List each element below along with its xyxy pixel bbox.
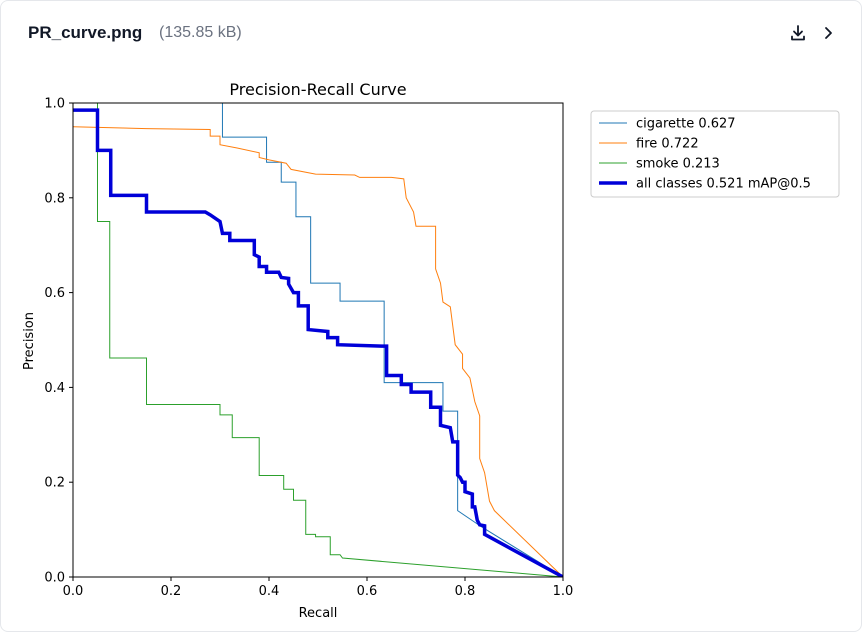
plot-frame xyxy=(72,102,564,578)
x-tick-label: 1.0 xyxy=(553,584,574,599)
download-button[interactable] xyxy=(786,21,810,45)
y-axis-label: Precision xyxy=(22,312,37,370)
y-tick-label: 0.4 xyxy=(44,381,65,396)
legend-box xyxy=(590,110,840,198)
y-tick-label: 0.8 xyxy=(44,191,65,206)
y-tick-label: 0.6 xyxy=(44,286,65,301)
chart-title: Precision-Recall Curve xyxy=(229,80,406,99)
file-name: PR_curve.png xyxy=(28,23,143,42)
chevron-right-icon xyxy=(825,27,832,39)
y-tick-label: 1.0 xyxy=(44,97,65,112)
x-axis-label: Recall xyxy=(299,606,338,621)
series-line-2 xyxy=(73,103,563,577)
series-line-0 xyxy=(73,103,563,577)
file-size: (135.85 kB) xyxy=(159,24,242,41)
pr-curve-chart: Precision-Recall Curve Recall Precision … xyxy=(13,71,853,627)
legend-entry: smoke 0.213 xyxy=(636,157,720,172)
preview-header: PR_curve.png (135.85 kB) xyxy=(1,1,861,65)
x-tick-label: 0.0 xyxy=(63,584,84,599)
x-tick-label: 0.2 xyxy=(161,584,182,599)
series-line-1 xyxy=(73,126,563,577)
series-line-3 xyxy=(73,108,563,577)
pr-curve-svg: Precision-Recall Curve Recall Precision … xyxy=(22,80,840,621)
legend-entry: all classes 0.521 mAP@0.5 xyxy=(636,177,811,192)
download-icon xyxy=(791,25,805,41)
x-tick-label: 0.4 xyxy=(259,584,280,599)
x-tick-label: 0.8 xyxy=(455,584,476,599)
y-tick-label: 0.2 xyxy=(44,476,65,491)
legend-entry: cigarette 0.627 xyxy=(636,117,736,132)
y-tick-label: 0.0 xyxy=(44,571,65,586)
x-tick-label: 0.6 xyxy=(357,584,378,599)
next-button[interactable] xyxy=(816,21,840,45)
legend-entry: fire 0.722 xyxy=(636,137,699,152)
